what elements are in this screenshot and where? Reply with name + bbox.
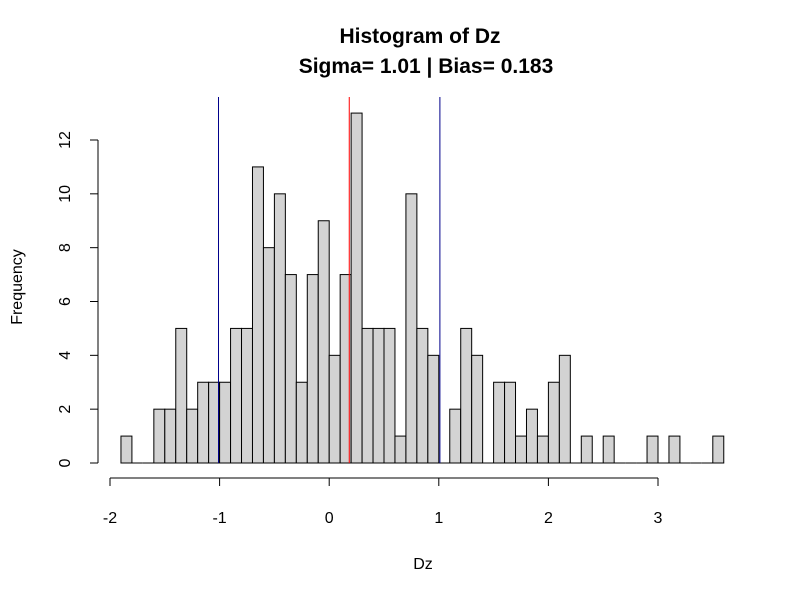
histogram-bar — [230, 327, 243, 464]
histogram-bar — [460, 327, 473, 464]
y-tick-label: 6 — [57, 297, 74, 306]
histogram-bar — [449, 408, 462, 464]
histogram-bar — [372, 327, 385, 464]
histogram-bar — [219, 381, 232, 464]
bars-group — [120, 112, 725, 464]
histogram-bar — [197, 381, 210, 464]
x-axis: -2 -1 0 1 2 3 — [103, 477, 663, 527]
histogram-bar — [668, 435, 681, 464]
y-tick-label: 12 — [57, 131, 74, 149]
x-axis-label: Dz — [413, 556, 433, 573]
x-tick-label: -1 — [212, 510, 226, 527]
histogram-bar — [273, 193, 286, 464]
histogram-bar — [471, 354, 484, 464]
histogram-bar — [558, 354, 571, 464]
histogram-bar — [427, 354, 440, 464]
histogram-bar — [515, 435, 527, 464]
histogram-bar — [208, 381, 221, 464]
histogram-bar — [394, 435, 407, 464]
histogram-bar — [251, 166, 264, 464]
histogram-bar — [186, 408, 199, 464]
histogram-bar — [504, 381, 517, 464]
histogram-bar — [712, 435, 725, 464]
reference-lines-group — [218, 97, 441, 463]
histogram-bar — [241, 327, 253, 464]
histogram-bar — [416, 327, 429, 464]
x-tick-label: 2 — [544, 510, 553, 527]
y-axis-label: Frequency — [9, 249, 26, 325]
y-tick-label: 10 — [57, 185, 74, 203]
histogram-bar — [580, 435, 593, 464]
histogram-bar — [547, 381, 560, 464]
histogram-bar — [646, 435, 659, 464]
histogram-bar — [317, 220, 330, 464]
histogram-bar — [164, 408, 177, 464]
histogram-bar — [493, 381, 506, 464]
x-tick-label: -2 — [103, 510, 117, 527]
histogram-bar — [306, 274, 319, 464]
histogram-bar — [405, 193, 418, 464]
histogram-bar — [383, 327, 396, 464]
histogram-bar — [536, 435, 549, 464]
y-tick-label: 2 — [57, 405, 74, 414]
x-tick-label: 3 — [654, 510, 663, 527]
x-tick-label: 1 — [434, 510, 443, 527]
x-tick-label: 0 — [325, 510, 334, 527]
y-tick-label: 0 — [57, 458, 74, 467]
histogram-bar — [262, 247, 275, 464]
y-tick-label: 4 — [57, 351, 74, 360]
chart-subtitle: Sigma= 1.01 | Bias= 0.183 — [299, 55, 554, 78]
histogram-bar — [284, 274, 297, 464]
histogram-bar — [328, 354, 341, 464]
histogram-bar — [602, 435, 615, 464]
histogram-bar — [153, 408, 166, 464]
histogram-bar — [350, 112, 363, 464]
histogram-bar — [175, 327, 188, 464]
y-axis: 0 2 4 6 8 10 12 — [57, 131, 99, 467]
histogram-bar — [295, 381, 308, 464]
chart-title: Histogram of Dz — [339, 25, 500, 48]
histogram-bar — [525, 408, 538, 464]
histogram-bar — [120, 435, 133, 464]
histogram-bar — [361, 327, 374, 464]
y-tick-label: 8 — [57, 243, 74, 252]
